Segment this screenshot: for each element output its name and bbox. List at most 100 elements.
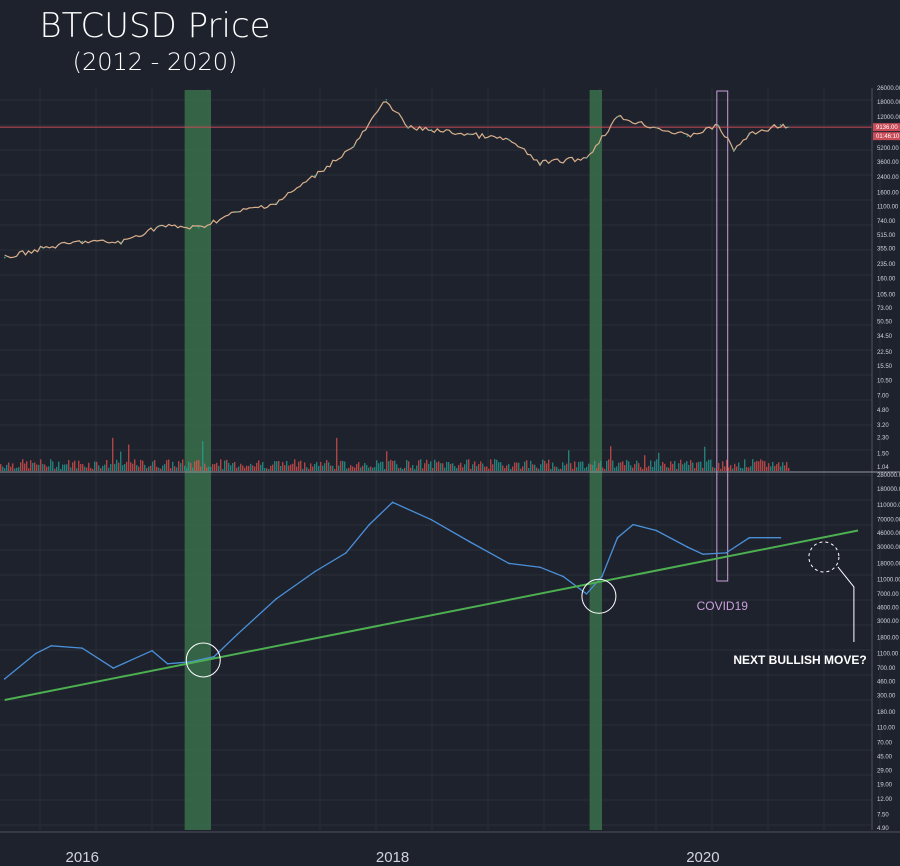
volume-bar xyxy=(708,459,710,471)
volume-bar xyxy=(60,468,62,471)
y-tick-upper: 740.00 xyxy=(877,219,896,225)
y-tick-lower: 3000.00 xyxy=(877,619,899,625)
volume-bar xyxy=(346,468,348,471)
volume-bar xyxy=(438,461,440,471)
volume-bar xyxy=(420,459,422,471)
volume-bar xyxy=(476,466,478,471)
volume-bar xyxy=(102,465,104,471)
volume-bar xyxy=(98,465,100,471)
y-tick-upper: 2.30 xyxy=(877,435,889,441)
upper-price-point xyxy=(469,133,471,136)
volume-bar xyxy=(714,467,716,471)
volume-bar xyxy=(344,461,346,471)
volume-bar xyxy=(774,465,776,471)
upper-price-point xyxy=(539,162,541,164)
volume-bar xyxy=(294,459,296,471)
volume-bar xyxy=(228,462,230,471)
volume-bar xyxy=(634,464,636,471)
volume-bar xyxy=(640,467,642,471)
volume-bar xyxy=(106,459,108,471)
lower-indicator-point xyxy=(391,501,394,504)
volume-bar xyxy=(582,461,584,471)
volume-bar xyxy=(284,465,286,471)
upper-price-point xyxy=(120,241,122,244)
volume-bar xyxy=(370,466,372,471)
volume-bar xyxy=(158,467,160,471)
volume-bar xyxy=(254,466,256,471)
volume-bar xyxy=(638,463,640,471)
volume-bar xyxy=(602,467,604,471)
volume-bar xyxy=(186,467,188,471)
volume-bar xyxy=(120,451,122,471)
volume-bar xyxy=(614,467,616,471)
volume-bar xyxy=(788,467,790,471)
y-tick-upper: 1600.00 xyxy=(877,190,899,196)
volume-bar xyxy=(384,468,386,471)
volume-bar xyxy=(272,464,274,471)
volume-bar xyxy=(512,466,514,471)
volume-bar xyxy=(292,463,294,471)
lower-indicator-point xyxy=(213,655,215,658)
volume-bar xyxy=(208,466,210,471)
volume-bar xyxy=(268,468,270,471)
y-tick-lower: 4.90 xyxy=(877,826,889,832)
volume-bar xyxy=(752,459,754,471)
volume-bar xyxy=(716,467,718,471)
volume-bar xyxy=(238,466,240,471)
volume-bar xyxy=(494,459,496,471)
volume-bar xyxy=(154,459,156,471)
lower-indicator-point xyxy=(236,633,239,636)
volume-bar xyxy=(538,468,540,471)
volume-bar xyxy=(14,468,16,471)
volume-bar xyxy=(298,461,300,471)
volume-bar xyxy=(700,461,702,471)
volume-bar xyxy=(144,464,146,471)
volume-bar xyxy=(782,462,784,471)
volume-bar xyxy=(152,461,154,471)
volume-bar xyxy=(446,461,448,471)
lower-indicator-point xyxy=(725,552,727,554)
target-circle xyxy=(808,541,840,573)
volume-bar xyxy=(498,462,500,471)
volume-bar xyxy=(758,461,760,471)
volume-bar xyxy=(164,464,166,471)
volume-bar xyxy=(710,459,712,471)
volume-bar xyxy=(596,468,598,471)
volume-bar xyxy=(250,463,252,471)
volume-bar xyxy=(472,464,474,471)
volume-bar xyxy=(58,461,60,471)
volume-bar xyxy=(184,465,186,471)
volume-bar xyxy=(588,463,590,471)
volume-bar xyxy=(574,461,576,471)
lower-indicator-point xyxy=(81,647,84,649)
volume-bar xyxy=(8,462,10,471)
volume-bar xyxy=(442,463,444,471)
volume-bar xyxy=(684,462,686,471)
volume-bar xyxy=(170,468,172,471)
volume-bar xyxy=(490,459,492,471)
volume-bar xyxy=(720,468,722,471)
y-tick-lower: 1100.00 xyxy=(877,652,899,658)
volume-bar xyxy=(136,465,138,471)
volume-bar xyxy=(456,468,458,471)
volume-bar xyxy=(606,460,608,471)
upper-price-point xyxy=(275,202,277,204)
volume-bar xyxy=(526,460,528,471)
volume-bar xyxy=(358,462,360,471)
volume-bar xyxy=(196,460,198,471)
volume-bar xyxy=(492,464,494,471)
volume-bar xyxy=(546,463,548,471)
volume-bar xyxy=(530,460,532,471)
volume-bar xyxy=(218,465,220,471)
volume-bar xyxy=(128,444,130,471)
volume-bar xyxy=(148,466,150,471)
y-tick-lower: 11000.00 xyxy=(877,577,900,583)
volume-bar xyxy=(388,461,390,471)
volume-bar xyxy=(554,466,556,471)
y-tick-upper: 160.00 xyxy=(877,277,896,283)
y-tick-upper: 3600.00 xyxy=(877,160,899,166)
volume-bar xyxy=(522,466,524,471)
upper-price-point xyxy=(616,116,619,118)
volume-bar xyxy=(330,465,332,471)
